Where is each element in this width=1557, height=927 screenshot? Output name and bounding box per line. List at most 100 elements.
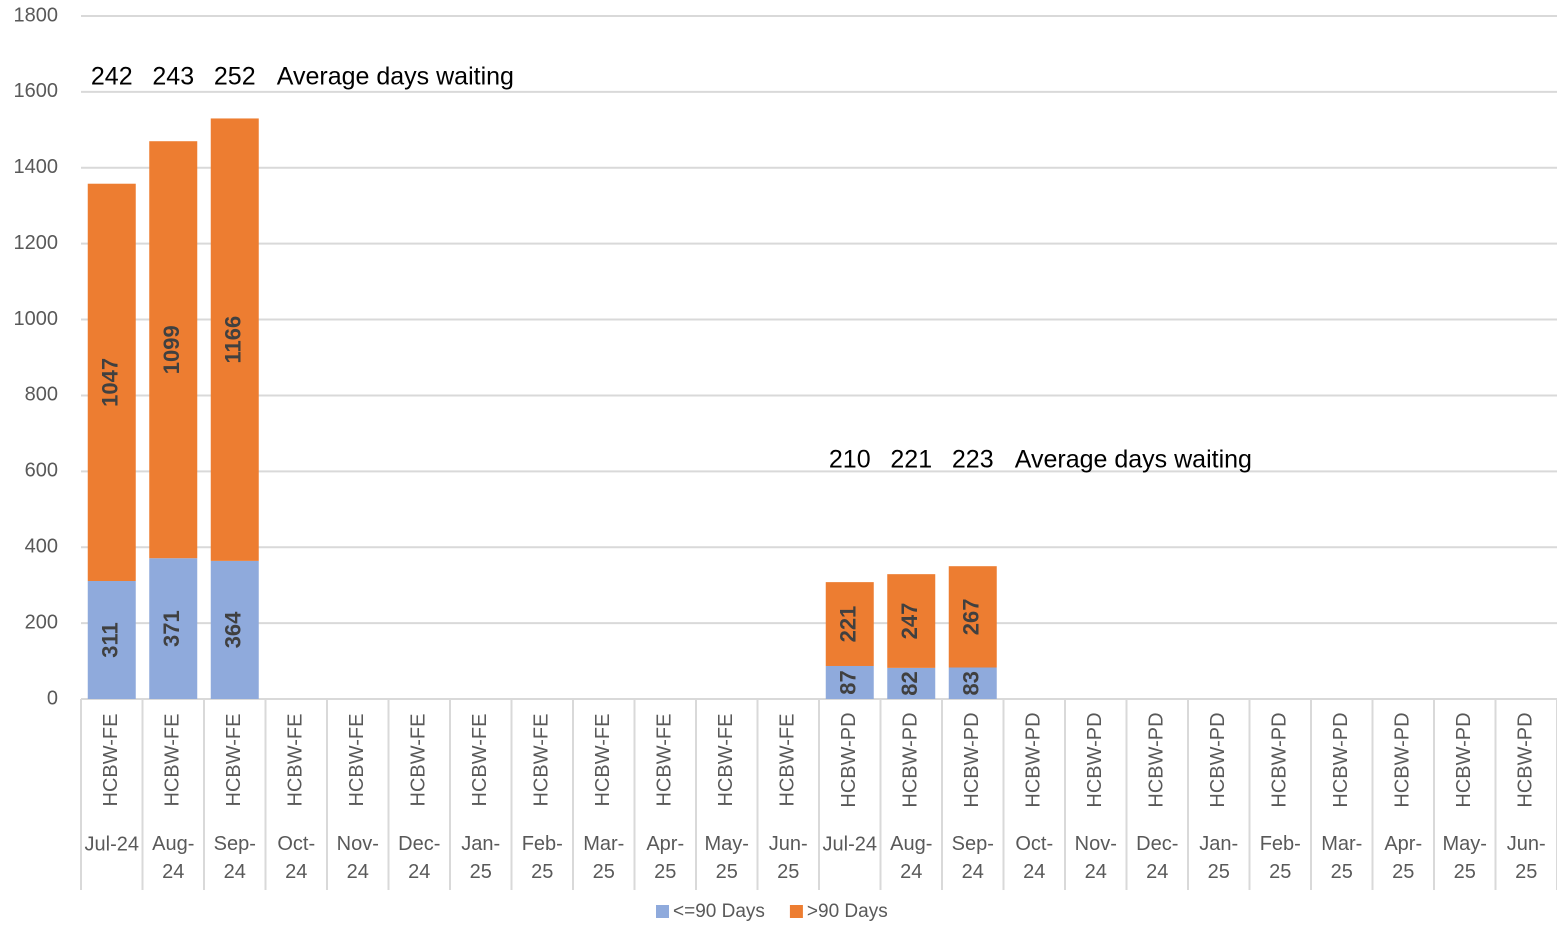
x-tick-label-line: 24 — [900, 861, 922, 883]
x-tick-label: Jun- 25 — [769, 833, 808, 883]
average-days-value: 210 — [829, 446, 871, 474]
x-tick-label: Sep- 24 — [952, 833, 994, 883]
x-tick-label-line: 25 — [654, 861, 676, 883]
x-tick-label-line: Feb- — [1260, 833, 1301, 855]
annotation: Average days waiting — [1015, 446, 1252, 474]
x-tick-label-line: 24 — [285, 861, 307, 883]
x-tick-label: Feb- 25 — [1260, 833, 1301, 883]
legend-swatch — [656, 905, 669, 918]
x-tick-label-line: 24 — [1146, 861, 1168, 883]
x-tick-label: May- 25 — [1443, 833, 1487, 883]
x-tick-label-line: 24 — [162, 861, 184, 883]
x-tick-label: Dec- 24 — [398, 833, 440, 883]
x-tick-label: Nov- 24 — [337, 833, 379, 883]
category-group-label: HCBW-PD — [838, 712, 860, 807]
category-group-label: HCBW-PD — [1515, 712, 1537, 807]
y-tick-label: 1400 — [14, 156, 59, 178]
x-tick-label-line: 25 — [777, 861, 799, 883]
legend-swatch — [789, 905, 803, 918]
data-label: 311 — [98, 622, 123, 658]
x-tick-label: Jan- 25 — [1199, 833, 1238, 883]
x-tick-label-line: 25 — [1454, 861, 1476, 883]
x-tick-label-line: Dec- — [398, 833, 440, 855]
x-tick-label-line: Jan- — [461, 833, 500, 855]
x-tick-label: Apr- 25 — [1384, 833, 1422, 883]
x-tick-label-line: Apr- — [1384, 833, 1422, 855]
x-tick-label-line: 25 — [1392, 861, 1414, 883]
x-tick-label: Dec- 24 — [1136, 833, 1178, 883]
x-tick-label-line: Feb- — [522, 833, 563, 855]
category-group-label: HCBW-FE — [408, 714, 430, 807]
x-tick-label: Apr- 25 — [646, 833, 684, 883]
x-tick-label-line: 25 — [716, 861, 738, 883]
category-group-label: HCBW-PD — [1023, 712, 1045, 807]
y-tick-label: 1600 — [14, 80, 59, 102]
data-label: 1047 — [98, 358, 123, 407]
x-tick-label-line: 24 — [347, 861, 369, 883]
x-tick-label: Mar- 25 — [583, 833, 624, 883]
category-group-label: HCBW-FE — [223, 714, 245, 807]
x-tick-label: Jan- 25 — [461, 833, 500, 883]
x-tick-label-line: 24 — [224, 861, 246, 883]
y-tick-label: 600 — [25, 460, 58, 482]
x-tick-label-line: 25 — [1269, 861, 1291, 883]
legend-label: <=90 Days — [673, 901, 765, 922]
bar-segment — [87, 580, 136, 699]
y-tick-label: 400 — [25, 536, 58, 558]
category-group-label: HCBW-FE — [715, 714, 737, 807]
bar-segment — [948, 566, 997, 668]
average-days-value: 221 — [890, 446, 932, 474]
x-tick-label: Jun- 25 — [1507, 833, 1546, 883]
x-tick-label-line: Sep- — [952, 833, 994, 855]
category-group-label: HCBW-FE — [469, 714, 491, 807]
x-tick-label: May- 25 — [705, 833, 749, 883]
x-tick-label: Feb- 25 — [522, 833, 563, 883]
x-tick-label-line: Oct- — [1015, 833, 1053, 855]
x-tick-label-line: 25 — [1208, 861, 1230, 883]
category-group-label: HCBW-PD — [1453, 712, 1475, 807]
category-group-label: HCBW-PD — [961, 712, 983, 807]
x-tick-label-line: Aug- — [890, 833, 932, 855]
average-days-value: 242 — [91, 63, 133, 91]
bar-segment — [149, 141, 198, 559]
x-tick-label-line: Mar- — [583, 833, 624, 855]
data-label: 364 — [221, 611, 246, 648]
x-tick-label: Aug- 24 — [152, 833, 194, 883]
x-tick-label-line: Jan- — [1199, 833, 1238, 855]
x-tick-label-line: 25 — [1515, 861, 1537, 883]
x-tick-label-line: Mar- — [1321, 833, 1362, 855]
bar-segment — [825, 665, 874, 699]
average-days-value: 243 — [152, 63, 194, 91]
y-tick-label: 1000 — [14, 308, 59, 330]
category-group-label: HCBW-PD — [1392, 712, 1414, 807]
x-tick-label-line: Dec- — [1136, 833, 1178, 855]
x-tick-label: Oct- 24 — [277, 833, 315, 883]
data-label: 83 — [959, 671, 984, 695]
x-tick-label: Jul-24 — [823, 833, 877, 855]
y-tick-label: 1800 — [14, 4, 59, 26]
x-tick-label-line: Sep- — [214, 833, 256, 855]
category-group-label: HCBW-FE — [592, 714, 614, 807]
average-days-value: 223 — [952, 446, 994, 474]
category-group-label: HCBW-FE — [285, 714, 307, 807]
x-tick-label-line: 25 — [531, 861, 553, 883]
category-group-label: HCBW-PD — [1207, 712, 1229, 807]
bar-segment — [887, 667, 936, 699]
x-tick-label-line: Jun- — [1507, 833, 1546, 855]
category-group-label: HCBW-PD — [1330, 712, 1352, 807]
x-tick-label-line: Nov- — [337, 833, 379, 855]
annotation: Average days waiting — [277, 63, 514, 91]
data-label: 82 — [897, 671, 922, 695]
y-tick-label: 800 — [25, 384, 58, 406]
x-tick-label-line: Nov- — [1075, 833, 1117, 855]
bar-segment — [149, 558, 198, 699]
data-label: 221 — [836, 606, 861, 643]
category-group-label: HCBW-FE — [162, 714, 184, 807]
category-group-label: HCBW-PD — [1269, 712, 1291, 807]
x-tick-label-line: 25 — [1331, 861, 1353, 883]
category-group-label: HCBW-PD — [900, 712, 922, 807]
x-tick-label-line: Oct- — [277, 833, 315, 855]
category-group-label: HCBW-PD — [1084, 712, 1106, 807]
x-tick-label: Sep- 24 — [214, 833, 256, 883]
